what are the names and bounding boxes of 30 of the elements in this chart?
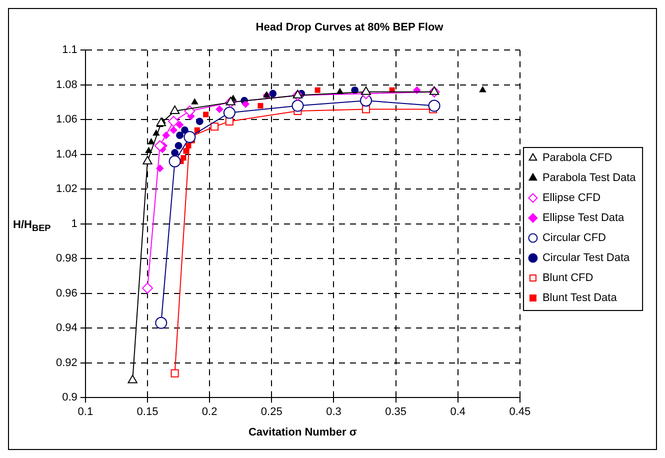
legend-label: Blunt CFD: [542, 272, 594, 284]
legend-label: Circular Test Data: [542, 252, 631, 264]
y-tick-label: 1.02: [56, 183, 78, 196]
legend-label: Blunt Test Data: [542, 292, 618, 304]
x-tick-label: 0.35: [385, 406, 407, 418]
y-tick-label: 0.9: [62, 392, 78, 404]
y-tick-label: 0.98: [56, 252, 78, 265]
x-tick-label: 0.3: [326, 406, 342, 418]
chart-title: Head Drop Curves at 80% BEP Flow: [256, 22, 444, 34]
legend-label: Parabola Test Data: [542, 172, 637, 184]
y-tick-label: 1.08: [56, 78, 78, 91]
x-tick-label: 0.2: [202, 406, 218, 418]
x-axis-title: Cavitation Number σ: [248, 426, 358, 438]
legend-label: Ellipse CFD: [542, 192, 601, 204]
y-tick-label: 1.1: [62, 44, 78, 56]
y-tick-label: 1: [71, 218, 78, 230]
x-tick-label: 0.15: [136, 406, 158, 418]
y-tick-label: 0.92: [56, 356, 78, 369]
legend-label: Ellipse Test Data: [542, 212, 626, 224]
x-tick-label: 0.45: [509, 406, 531, 418]
y-tick-label: 1.04: [56, 148, 78, 160]
x-tick-label: 0.4: [450, 406, 466, 418]
x-tick-label: 0.1: [78, 406, 94, 418]
y-tick-label: 0.94: [56, 322, 78, 334]
y-tick-label: 0.96: [56, 287, 78, 300]
x-tick-label: 0.25: [260, 406, 282, 418]
y-axis-title: H/H$_{BEP}$: [13, 219, 51, 234]
legend-label: Parabola CFD: [542, 152, 612, 164]
y-tick-label: 1.06: [56, 114, 78, 126]
legend-label: Circular CFD: [542, 232, 606, 244]
